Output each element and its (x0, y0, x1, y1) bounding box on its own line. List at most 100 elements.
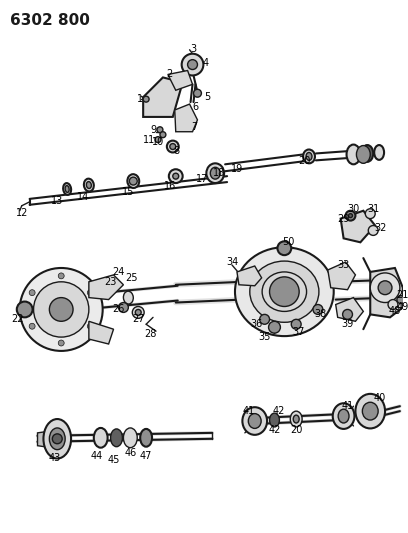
Text: 47: 47 (140, 450, 152, 461)
Text: 34: 34 (226, 257, 238, 267)
Text: 22: 22 (11, 314, 24, 324)
Circle shape (167, 141, 179, 152)
Circle shape (29, 324, 35, 329)
Circle shape (58, 340, 64, 346)
Circle shape (169, 169, 183, 183)
Circle shape (259, 314, 270, 324)
Text: 8: 8 (174, 147, 180, 157)
Text: 2: 2 (167, 69, 173, 79)
Text: 14: 14 (77, 192, 89, 202)
Text: 48: 48 (389, 306, 401, 317)
Text: 6302 800: 6302 800 (10, 13, 90, 28)
Ellipse shape (65, 185, 69, 192)
Text: 41: 41 (243, 406, 255, 416)
Text: 44: 44 (91, 450, 103, 461)
Text: 42: 42 (272, 406, 285, 416)
Ellipse shape (362, 402, 378, 420)
Text: 17: 17 (196, 174, 208, 184)
Ellipse shape (63, 183, 71, 195)
Text: 50: 50 (282, 237, 295, 247)
Polygon shape (89, 275, 123, 300)
Text: 10: 10 (152, 136, 164, 147)
Circle shape (346, 211, 355, 221)
Ellipse shape (333, 403, 355, 429)
Polygon shape (175, 104, 197, 132)
Ellipse shape (346, 144, 360, 164)
Ellipse shape (355, 394, 385, 429)
Polygon shape (237, 266, 262, 286)
Circle shape (143, 96, 149, 102)
Text: 15: 15 (122, 187, 135, 197)
Circle shape (365, 209, 375, 219)
Circle shape (170, 143, 176, 149)
Ellipse shape (293, 415, 299, 423)
Circle shape (348, 214, 353, 217)
Text: 28: 28 (144, 329, 156, 339)
Circle shape (118, 303, 129, 312)
Circle shape (343, 310, 353, 319)
Polygon shape (168, 70, 193, 90)
Ellipse shape (111, 429, 122, 447)
Ellipse shape (206, 163, 224, 183)
Ellipse shape (127, 174, 139, 188)
Ellipse shape (306, 152, 312, 160)
Polygon shape (370, 268, 403, 317)
Circle shape (368, 225, 378, 236)
Text: 7: 7 (191, 122, 197, 132)
Ellipse shape (248, 414, 261, 429)
Circle shape (277, 241, 291, 255)
Circle shape (182, 54, 204, 76)
Text: 49: 49 (397, 302, 408, 312)
Text: 26: 26 (112, 304, 125, 314)
Circle shape (20, 268, 103, 351)
Text: 16: 16 (164, 181, 176, 191)
Text: 4: 4 (202, 58, 208, 68)
Polygon shape (336, 297, 364, 321)
Circle shape (58, 273, 64, 279)
Text: 36: 36 (251, 319, 263, 329)
Ellipse shape (303, 149, 315, 163)
Text: 6: 6 (193, 102, 199, 112)
Circle shape (157, 127, 163, 133)
Ellipse shape (235, 247, 334, 336)
Ellipse shape (361, 145, 373, 162)
Circle shape (270, 277, 299, 306)
Circle shape (378, 281, 392, 295)
Text: 43: 43 (48, 453, 60, 463)
Polygon shape (38, 431, 51, 448)
Polygon shape (328, 262, 355, 290)
Text: 27: 27 (132, 314, 144, 324)
Text: 42: 42 (268, 425, 281, 435)
Ellipse shape (262, 272, 306, 311)
Circle shape (397, 296, 405, 303)
Text: 35: 35 (258, 332, 271, 342)
Ellipse shape (43, 419, 71, 458)
Text: 37: 37 (292, 327, 304, 337)
Text: 39: 39 (341, 319, 354, 329)
Ellipse shape (250, 261, 319, 322)
Text: 9: 9 (150, 125, 156, 135)
Ellipse shape (374, 145, 384, 160)
Ellipse shape (242, 407, 267, 435)
Text: 30: 30 (347, 204, 359, 214)
Text: 20: 20 (290, 425, 302, 435)
Ellipse shape (270, 413, 279, 427)
Ellipse shape (140, 429, 152, 447)
Circle shape (33, 282, 89, 337)
Text: 24: 24 (112, 267, 125, 277)
Circle shape (29, 290, 35, 296)
Circle shape (173, 173, 179, 179)
Circle shape (388, 300, 398, 310)
Polygon shape (341, 211, 375, 243)
Text: 29: 29 (337, 214, 350, 224)
Polygon shape (143, 77, 183, 117)
Text: 19: 19 (231, 164, 243, 174)
Circle shape (160, 132, 166, 138)
Circle shape (370, 273, 400, 303)
Text: 11: 11 (143, 135, 155, 144)
Ellipse shape (86, 182, 91, 189)
Ellipse shape (49, 428, 65, 450)
Ellipse shape (84, 179, 94, 191)
Text: 38: 38 (315, 309, 327, 319)
Text: 46: 46 (124, 448, 136, 458)
